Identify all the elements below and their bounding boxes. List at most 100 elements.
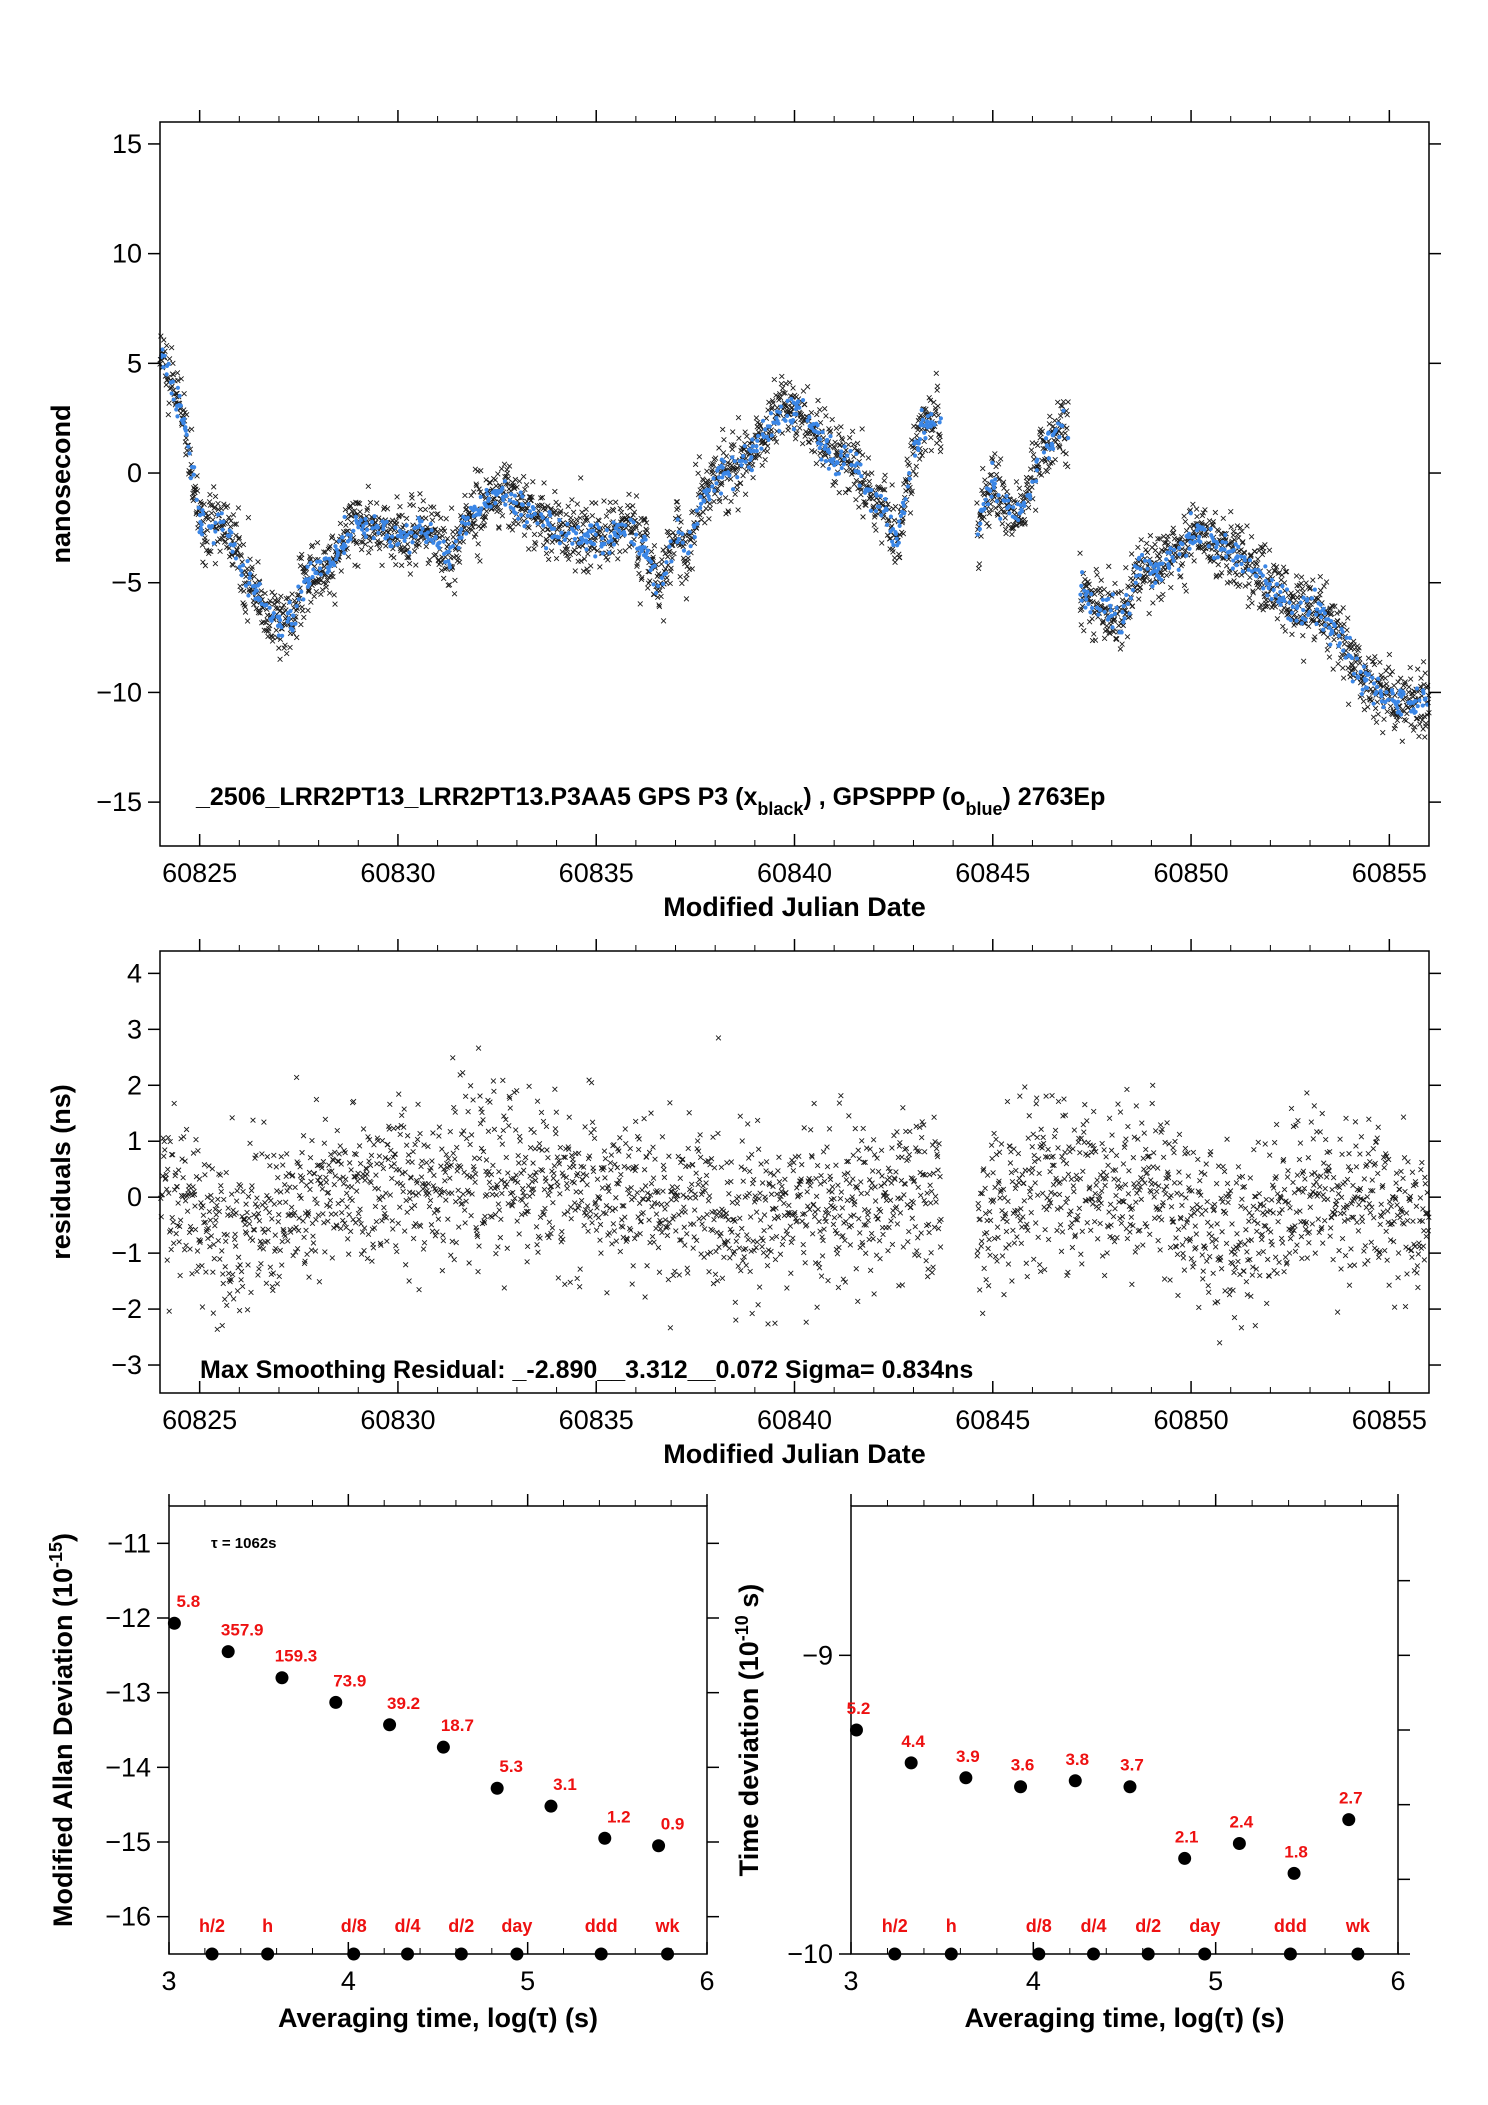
residual-point xyxy=(521,1160,527,1166)
residual-point xyxy=(564,1185,570,1192)
gps-p3-point xyxy=(526,525,532,531)
gps-p3-point xyxy=(1183,588,1189,594)
gps-p3-point xyxy=(227,523,234,530)
residual-point xyxy=(271,1201,278,1207)
residual-point xyxy=(543,1178,549,1184)
gps-p3-point xyxy=(679,580,685,587)
x-tick-label: 60830 xyxy=(360,858,435,888)
residual-point xyxy=(425,1143,431,1150)
gps-p3-point xyxy=(637,601,643,607)
gps-p3-point xyxy=(582,512,588,519)
gps-p3-point xyxy=(634,561,641,567)
gps-p3-point xyxy=(1341,621,1347,627)
residual-point xyxy=(557,1144,564,1151)
gps-p3-point xyxy=(843,468,850,474)
gpsppp-point xyxy=(512,493,518,498)
gps-p3-point xyxy=(1283,569,1289,575)
gps-p3-point xyxy=(603,554,609,561)
gpsppp-point xyxy=(749,468,754,473)
y-tick-label: −15 xyxy=(96,787,142,817)
gpsppp-point xyxy=(1208,526,1213,532)
gpsppp-point xyxy=(1364,685,1370,691)
gpsppp-point xyxy=(817,445,822,451)
gps-p3-point xyxy=(1092,637,1099,643)
residual-point xyxy=(348,1184,355,1190)
residual-point xyxy=(533,1224,540,1230)
gps-p3-point xyxy=(744,433,750,440)
gpsppp-point xyxy=(1358,669,1363,674)
gpsppp-point xyxy=(896,540,901,545)
gps-p3-point xyxy=(366,549,372,556)
residual-point xyxy=(587,1208,594,1214)
annotation-part-1: _2506_LRR2PT13_LRR2PT13.P3AA5 GPS P3 (x xyxy=(195,783,757,811)
residual-point xyxy=(589,1220,595,1226)
gps-p3-point xyxy=(276,608,283,614)
gpsppp-point xyxy=(1236,544,1241,549)
gps-p3-point xyxy=(321,549,327,555)
gps-p3-point xyxy=(509,527,516,533)
gps-p3-point xyxy=(1126,584,1132,590)
gpsppp-point xyxy=(884,507,889,513)
residual-point xyxy=(403,1197,409,1204)
residual-point xyxy=(462,1220,468,1226)
residual-point xyxy=(175,1200,181,1206)
gps-p3-point xyxy=(443,516,449,522)
gpsppp-point xyxy=(1371,701,1376,706)
residual-point xyxy=(257,1245,263,1251)
gps-p3-point xyxy=(259,620,265,626)
gps-p3-point xyxy=(1300,589,1306,596)
gps-p3-point xyxy=(975,565,982,572)
gps-p3-point xyxy=(750,474,756,481)
gpsppp-point xyxy=(459,535,464,540)
gps-p3-point xyxy=(521,532,528,538)
residual-point xyxy=(418,1174,425,1180)
gps-p3-point xyxy=(296,555,302,561)
gps-p3-point xyxy=(1361,706,1368,713)
residual-point xyxy=(272,1232,279,1238)
gps-p3-point xyxy=(723,511,729,517)
gps-p3-point xyxy=(1143,540,1150,547)
residual-point xyxy=(499,1190,505,1197)
gpsppp-point xyxy=(1287,600,1292,605)
gps-p3-point xyxy=(428,511,435,517)
residual-point xyxy=(266,1209,273,1216)
gps-p3-point xyxy=(529,494,535,501)
residual-point xyxy=(200,1212,207,1218)
residual-point xyxy=(578,1197,585,1204)
gps-p3-point xyxy=(548,548,555,554)
gps-p3-point xyxy=(933,370,940,377)
residual-point xyxy=(450,1055,456,1061)
gpsppp-point xyxy=(978,521,983,526)
gps-p3-point xyxy=(735,507,741,513)
gps-p3-point xyxy=(716,445,722,451)
residual-point xyxy=(452,1109,458,1115)
gps-p3-point xyxy=(664,575,670,581)
gps-p3-point xyxy=(158,333,164,339)
residual-point xyxy=(243,1201,249,1207)
gps-p3-point xyxy=(514,484,520,490)
residual-point xyxy=(472,1179,478,1185)
residual-point xyxy=(527,1145,534,1151)
gpsppp-point xyxy=(593,532,598,537)
gps-p3-point xyxy=(410,502,417,509)
residual-point xyxy=(347,1228,354,1235)
gps-p3-point xyxy=(808,409,815,416)
gps-p3-point xyxy=(342,506,349,513)
gps-p3-point xyxy=(1330,666,1336,672)
gps-p3-point xyxy=(538,495,544,501)
residual-point xyxy=(515,1152,521,1159)
residual-point xyxy=(325,1218,331,1224)
gpsppp-point xyxy=(1309,596,1315,601)
gps-p3-point xyxy=(1290,600,1297,606)
residual-point xyxy=(177,1217,184,1223)
gps-p3-point xyxy=(542,507,549,513)
gps-p3-point xyxy=(376,545,383,552)
gpsppp-point xyxy=(342,514,347,520)
gps-p3-point xyxy=(506,463,513,469)
residual-point xyxy=(415,1101,421,1108)
gps-p3-point xyxy=(1344,627,1350,633)
gps-p3-point xyxy=(1384,708,1391,715)
gps-p3-point xyxy=(233,521,240,527)
residual-point xyxy=(307,1186,313,1193)
residual-point xyxy=(340,1181,347,1187)
